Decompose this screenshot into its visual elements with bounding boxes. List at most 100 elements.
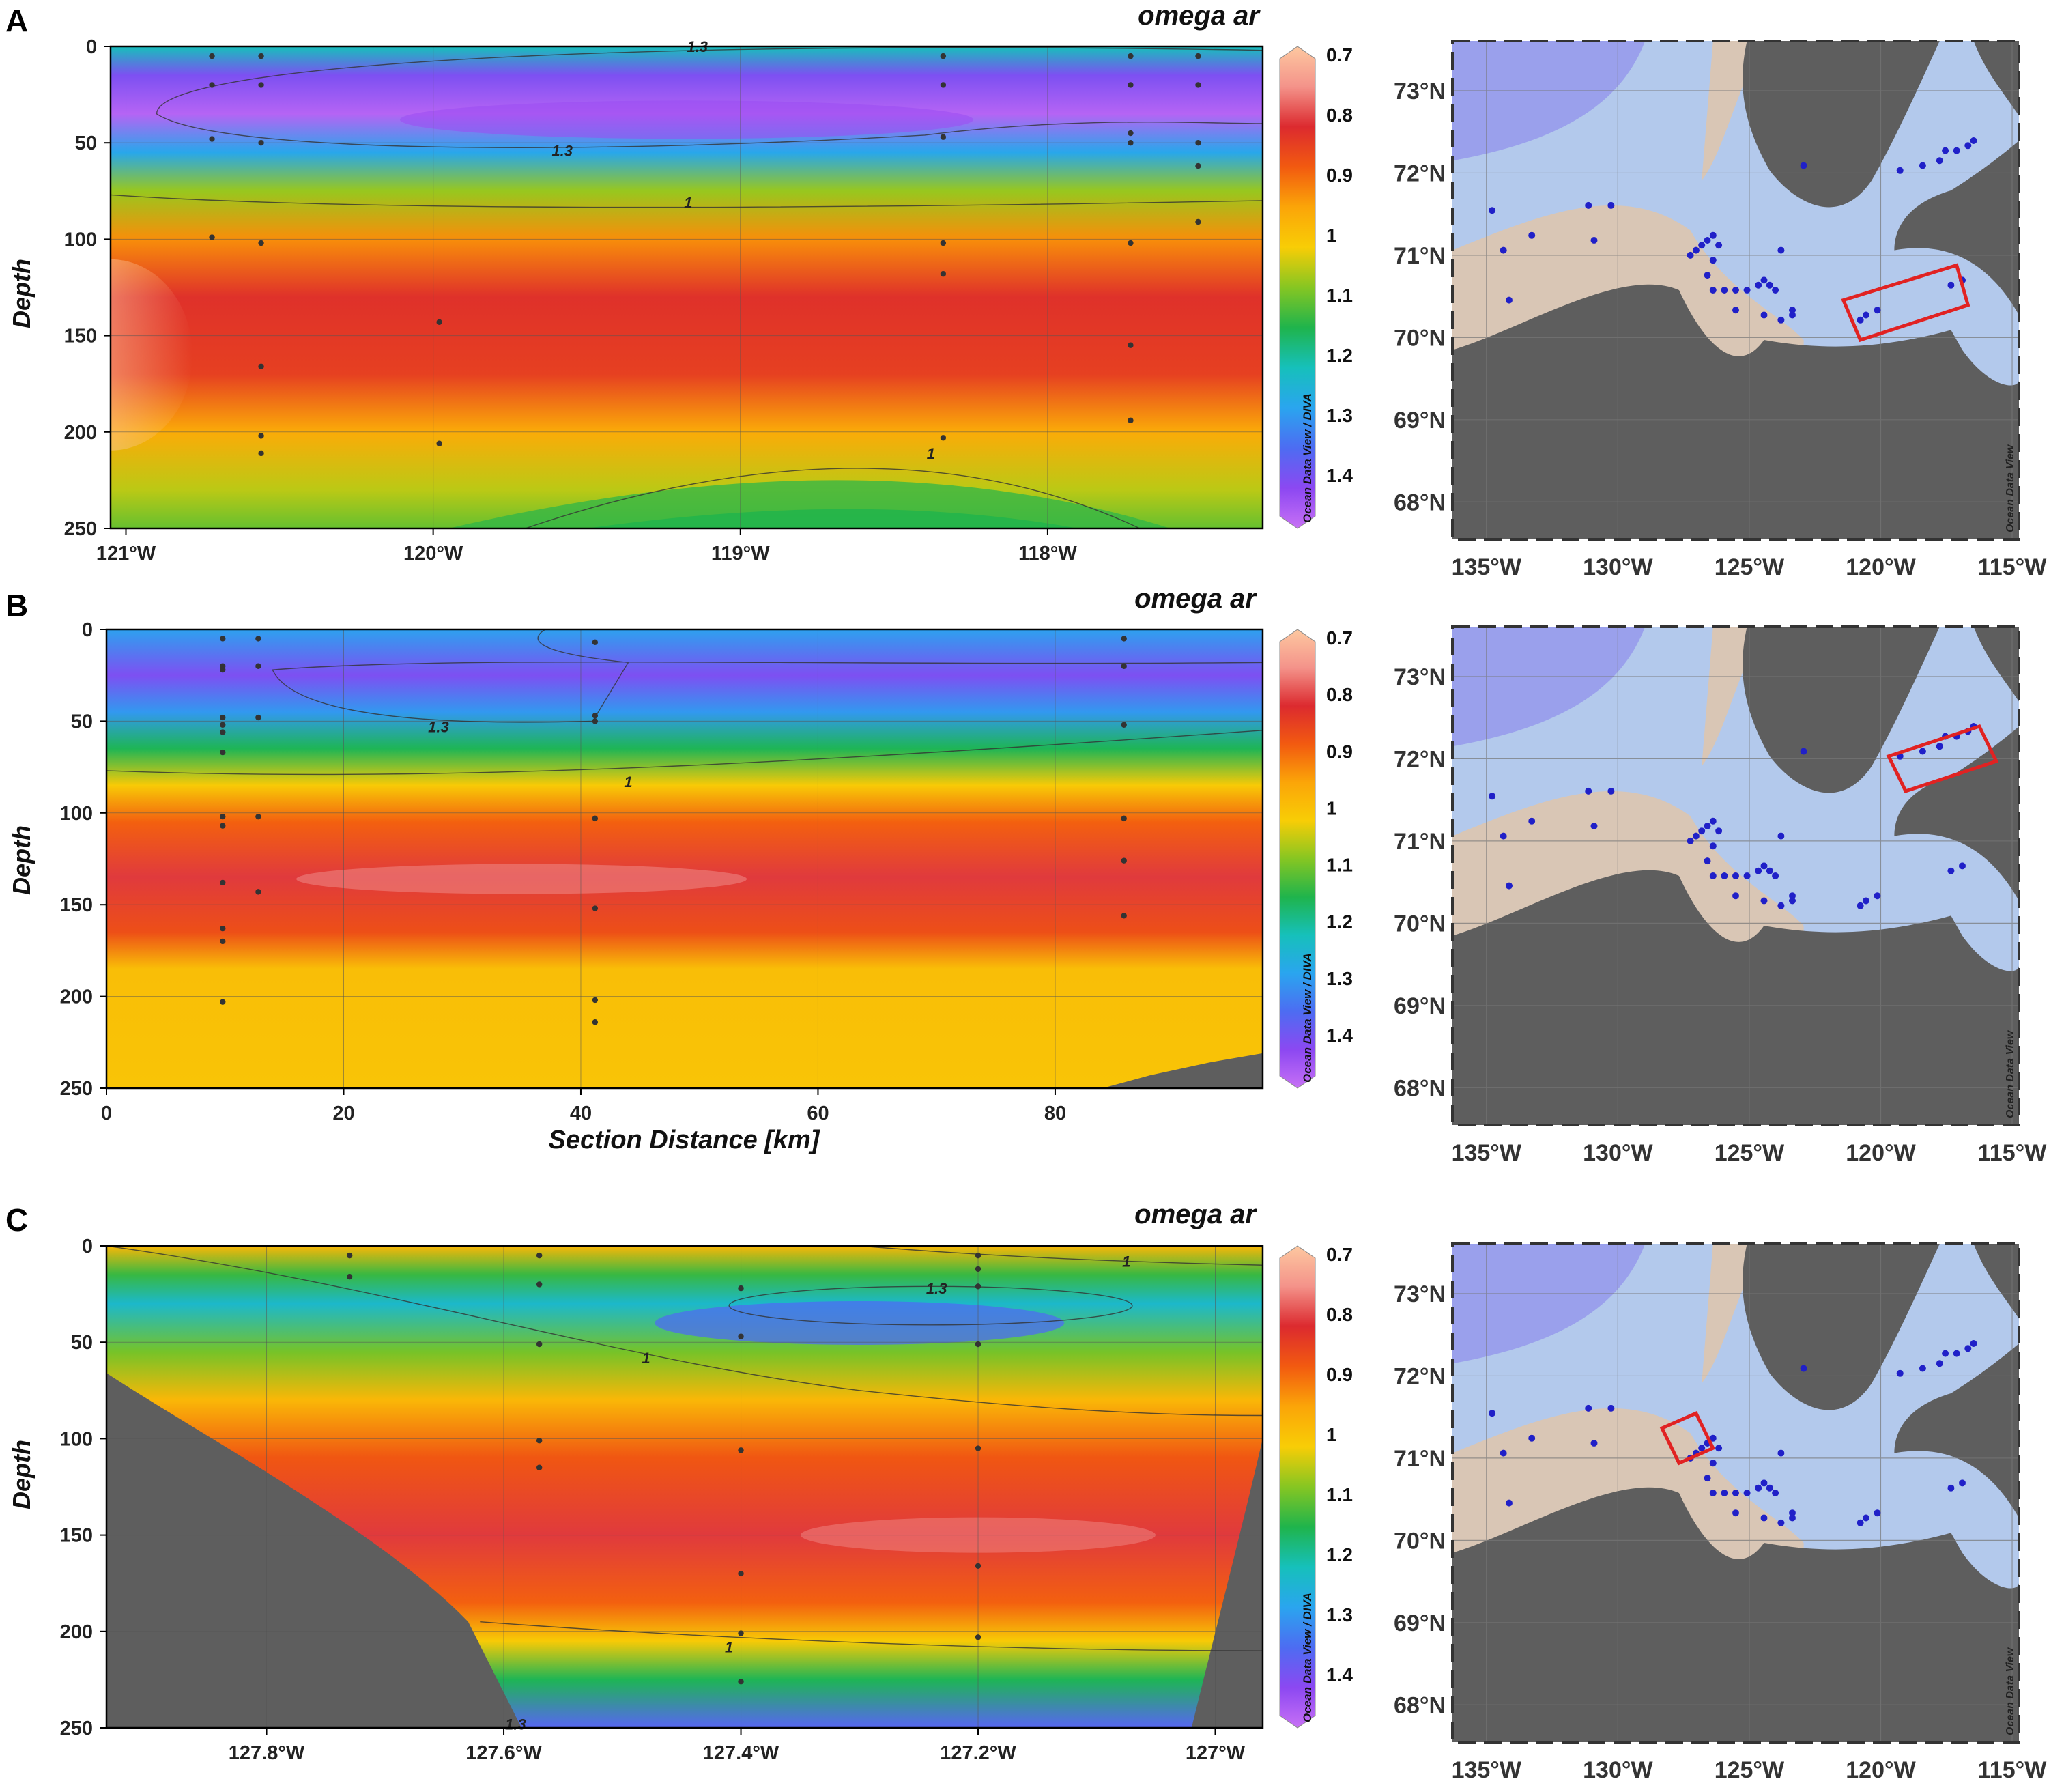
panel-label-b: B [5, 588, 28, 623]
colorbar-tick-label: 1.1 [1326, 285, 1353, 306]
sample-point [1128, 140, 1134, 146]
x-tick-label: 60 [807, 1103, 829, 1124]
station-dot [1789, 1509, 1796, 1517]
station-dot [1857, 316, 1864, 324]
station-dot [1500, 246, 1507, 254]
colorbar-tick-label: 1.3 [1326, 405, 1353, 426]
map-latitude-label: 71°N [1394, 829, 1446, 855]
station-dot [1506, 296, 1513, 304]
sample-point [940, 134, 947, 140]
y-tick-label: 150 [60, 894, 93, 916]
mainland [1452, 1487, 2019, 1742]
station-dot [1862, 897, 1869, 905]
colorbar-credit: Ocean Data View / DIVA [1301, 393, 1314, 523]
station-dot [1760, 1514, 1768, 1522]
station-dot [1709, 231, 1717, 239]
map-latitude-label: 72°N [1394, 746, 1446, 772]
colorbar-tick-label: 0.7 [1326, 1244, 1353, 1265]
victoria-island [1894, 726, 2019, 901]
station-dot [1953, 1350, 1960, 1357]
map-longitude-label: 120°W [1846, 1140, 1916, 1166]
section-box [1886, 724, 1999, 793]
station-dot [1936, 743, 1943, 750]
station-dot [1874, 1509, 1881, 1517]
sample-point [1195, 53, 1201, 59]
station-dot [1862, 1514, 1869, 1522]
station-dot [1704, 237, 1711, 244]
sample-point [220, 879, 226, 886]
station-dot [1755, 1484, 1762, 1492]
y-tick-label: 200 [60, 986, 93, 1008]
sample-point [436, 440, 442, 446]
contour-lines [106, 1246, 1263, 1651]
colorbar-tick-label: 0.8 [1326, 684, 1353, 705]
y-tick-label: 250 [60, 1718, 93, 1739]
y-tick-label: 150 [60, 1525, 93, 1547]
sample-point [975, 1445, 981, 1451]
x-tick-label: 127°W [1186, 1742, 1246, 1764]
station-dot [1585, 201, 1592, 209]
sample-point [258, 53, 264, 59]
map-frame [1451, 625, 2020, 1126]
station-dot [1919, 162, 1926, 169]
station-dot [1721, 1490, 1728, 1496]
station-dot [1772, 872, 1779, 879]
station-dot [1732, 287, 1739, 294]
station-dot [1947, 281, 1955, 289]
sample-point [975, 1563, 981, 1569]
sample-point [220, 938, 226, 945]
map-longitude-label: 125°W [1715, 1757, 1785, 1783]
sample-point [738, 1570, 744, 1577]
station-samples [220, 636, 1127, 1025]
sample-point [1121, 636, 1127, 642]
station-dot [1585, 787, 1592, 795]
heatmap-field [106, 1246, 1263, 1728]
y-tick-label: 0 [82, 619, 93, 641]
y-tick-label: 150 [64, 326, 97, 347]
sample-point [592, 639, 599, 646]
station-dot [1857, 902, 1864, 909]
y-axis-label-b: Depth [8, 825, 35, 895]
sample-point [220, 636, 226, 642]
station-dot [1500, 832, 1507, 840]
station-dot [1500, 1449, 1507, 1457]
map-longitude-label: 135°W [1452, 1757, 1522, 1783]
core-pink [296, 864, 747, 894]
coast-banks [1702, 627, 1764, 767]
sample-point [738, 1630, 744, 1636]
victoria-island [1894, 141, 2019, 315]
station-dot [1777, 246, 1785, 254]
y-tick-label: 0 [86, 36, 97, 58]
station-dot [1687, 837, 1694, 844]
colorbar-tick-label: 0.7 [1326, 44, 1353, 66]
station-dot [1506, 882, 1513, 890]
y-tick-label: 100 [64, 229, 97, 251]
colorbar-tick-label: 1 [1326, 1424, 1337, 1445]
panel-label-c: C [5, 1202, 28, 1238]
station-dot [1732, 1509, 1739, 1517]
station-dot [1874, 307, 1881, 314]
x-tick-label: 127.4°W [703, 1742, 779, 1764]
station-dot [1953, 147, 1960, 154]
y-tick-label: 250 [60, 1078, 93, 1100]
x-tick-label: 121°W [96, 543, 156, 565]
banks-island [1743, 41, 1940, 208]
sample-point [258, 363, 264, 369]
station-dot [1896, 1369, 1904, 1377]
location-map-a: 73°N 72°N 71°N 70°N 69°N 68°N 135°W 130°W 125°W 1… [1394, 40, 2047, 580]
station-dot [1777, 902, 1785, 909]
sample-point [1121, 815, 1127, 822]
plot-frame [105, 1245, 1264, 1729]
sample-point [258, 450, 264, 457]
station-dot [1766, 1484, 1773, 1492]
y-axis-label-a: Depth [8, 259, 35, 328]
x-tick-label: 40 [570, 1103, 592, 1124]
map-latitude-label: 70°N [1394, 1528, 1446, 1554]
sample-point [940, 435, 947, 441]
station-dot [1766, 867, 1773, 874]
panel-label-a: A [5, 3, 28, 38]
station-dot [1947, 1484, 1955, 1492]
x-tick-label: 20 [332, 1103, 354, 1124]
